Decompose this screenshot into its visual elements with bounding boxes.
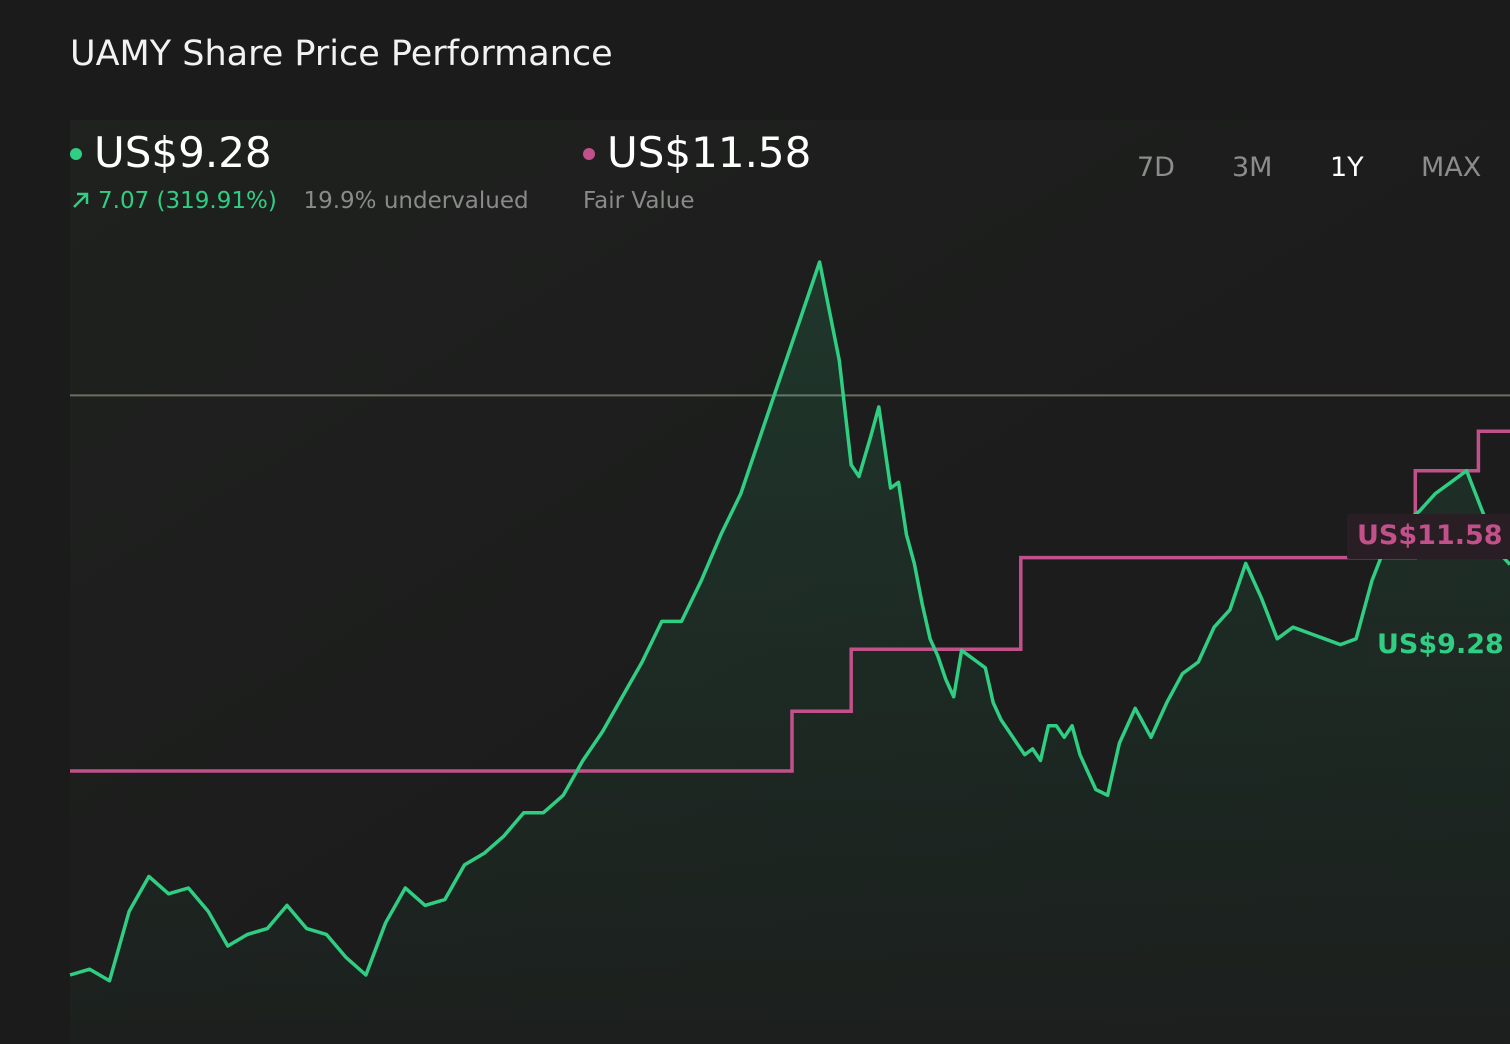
fair-value-badge: US$11.58	[1347, 514, 1510, 559]
chart-marks	[69, 260, 1510, 1044]
tab-7d[interactable]: 7D	[1137, 152, 1175, 183]
price-dot-icon	[70, 148, 82, 160]
timeframe-tabs: 7D 3M 1Y MAX	[1115, 152, 1510, 192]
price-line	[69, 260, 1510, 983]
chart-title: UAMY Share Price Performance	[70, 34, 613, 74]
price-value: US$9.28	[94, 128, 272, 177]
price-change: 7.07 (319.91%)	[98, 188, 277, 214]
fair-value-dot-icon	[583, 148, 595, 160]
price-subline: 7.07 (319.91%) 19.9% undervalued	[70, 188, 529, 214]
tab-3m[interactable]: 3M	[1232, 152, 1273, 183]
price-area	[70, 262, 1510, 1044]
arrow-up-right-icon	[73, 192, 89, 208]
price-badge: US$9.28	[1367, 623, 1510, 668]
tab-1y[interactable]: 1Y	[1330, 152, 1364, 183]
valuation-status: 19.9% undervalued	[303, 188, 529, 214]
fair-value-label: Fair Value	[583, 188, 695, 214]
tab-max[interactable]: MAX	[1421, 152, 1482, 183]
fair-value-value: US$11.58	[607, 128, 812, 177]
